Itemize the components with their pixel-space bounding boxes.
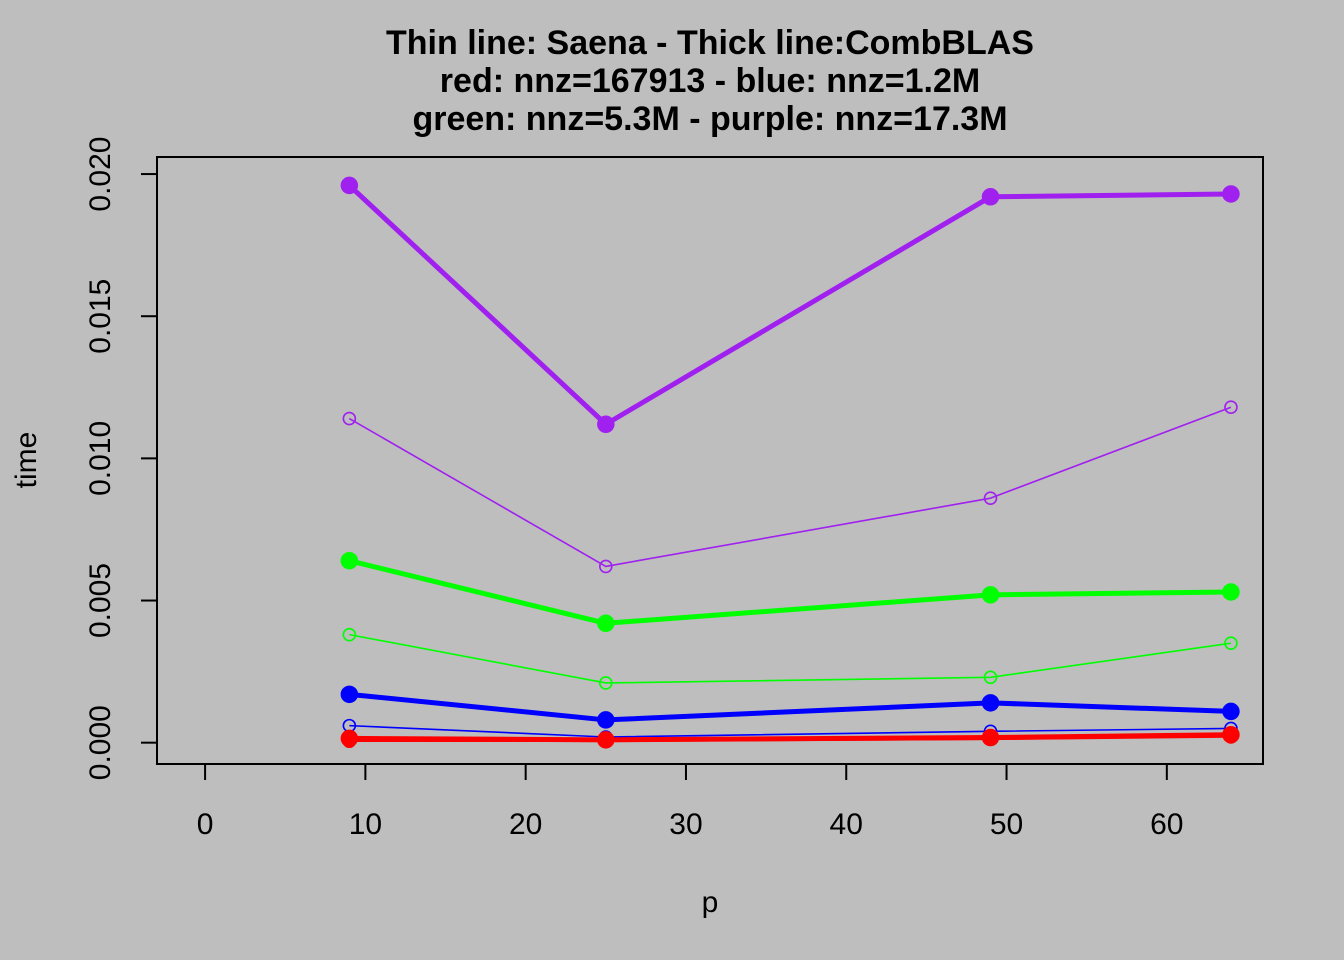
data-point [599,676,613,690]
data-point [1224,400,1238,414]
data-point [597,711,615,729]
data-point [342,627,357,642]
x-tick-label: 60 [1150,808,1183,841]
data-point [342,411,357,426]
chart-title-line-1: Thin line: Saena - Thick line:CombBLAS [386,24,1034,62]
data-point [981,694,1000,712]
series-layer [340,176,1240,749]
data-point [1222,185,1240,203]
data-point [340,176,359,195]
data-point [597,614,615,633]
x-tick-label: 30 [669,808,702,841]
x-tick-label: 50 [990,808,1023,841]
y-tick-label: 0.010 [84,421,117,496]
x-axis: 0 10 20 30 40 50 60 [197,763,1184,841]
data-point [1222,583,1240,601]
data-point [983,732,998,747]
series-line [349,724,1231,738]
x-tick-label: 40 [830,808,863,841]
data-point [340,685,359,704]
data-point [340,729,359,748]
data-point [983,491,998,505]
series-line [348,406,1232,568]
data-point [340,551,359,570]
x-tick-label: 0 [197,808,214,841]
data-point [597,415,615,434]
y-tick-label: 0.000 [84,705,117,780]
x-tick-label: 20 [509,808,542,841]
y-tick-label: 0.020 [84,137,117,212]
series-line [349,633,1232,684]
series-line [348,558,1231,626]
data-point [981,586,1000,604]
data-point [1224,730,1238,744]
data-point [1222,702,1240,721]
chart-title-line-3: green: nnz=5.3M - purple: nnz=17.3M [412,100,1007,138]
data-point [981,188,1000,206]
data-point [342,734,357,749]
y-axis-label: time [10,432,43,489]
x-axis-label: p [702,886,719,919]
series-line [349,736,1231,743]
series-line [349,691,1232,723]
data-point [983,670,998,685]
y-axis: 0.000 0.005 0.010 0.015 0.020 [84,137,158,780]
x-tick-label: 10 [349,808,382,841]
series-line [347,183,1231,427]
y-tick-label: 0.005 [84,563,117,638]
series-line [349,732,1231,743]
data-point [599,559,613,574]
y-tick-label: 0.015 [84,279,117,354]
chart-title-line-2: red: nnz=167913 - blue: nnz=1.2M [440,62,980,100]
data-point [1224,636,1238,650]
data-point [599,734,613,749]
